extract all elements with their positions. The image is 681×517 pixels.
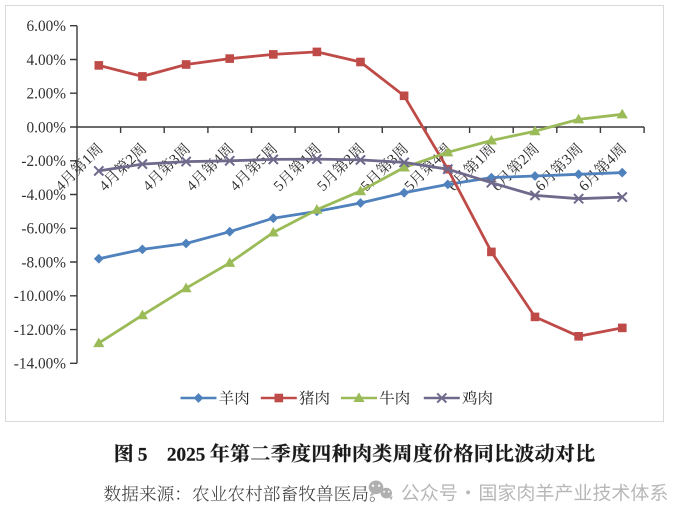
svg-text:6.00%: 6.00% (26, 18, 66, 35)
svg-text:-6.00%: -6.00% (21, 221, 66, 238)
svg-text:-4.00%: -4.00% (21, 187, 66, 204)
svg-text:0.00%: 0.00% (26, 119, 66, 136)
svg-text:4.00%: 4.00% (26, 52, 66, 69)
svg-text:-12.00%: -12.00% (14, 322, 67, 339)
svg-text:-10.00%: -10.00% (14, 288, 67, 305)
svg-text:2.00%: 2.00% (26, 86, 66, 103)
svg-text:-2.00%: -2.00% (21, 153, 66, 170)
svg-text:-14.00%: -14.00% (14, 356, 67, 373)
svg-text:-8.00%: -8.00% (21, 254, 66, 271)
